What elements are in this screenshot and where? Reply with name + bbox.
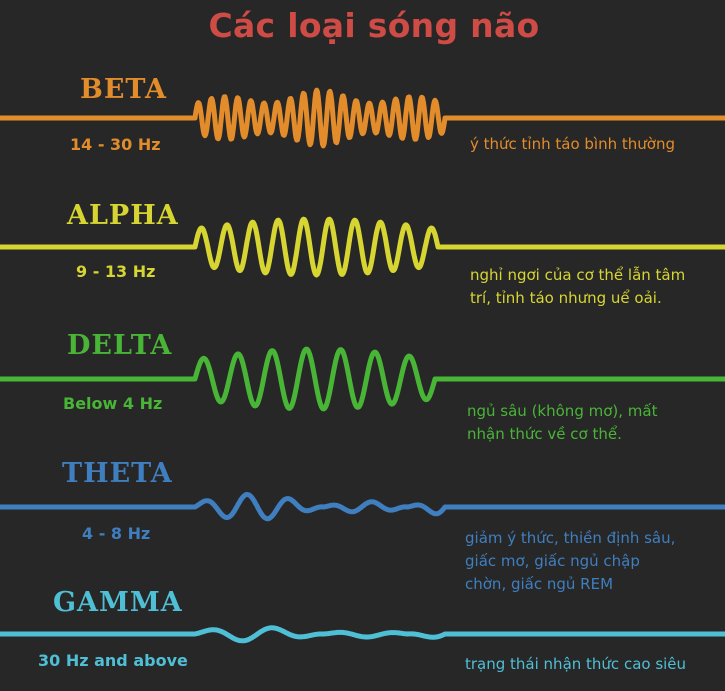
theta-description-line: giấc mơ, giấc ngủ chập bbox=[465, 552, 640, 570]
beta-description: ý thức tỉnh táo bình thường bbox=[470, 133, 675, 156]
gamma-wave bbox=[0, 625, 725, 644]
theta-description-line: giảm ý thức, thiền định sâu, bbox=[465, 529, 676, 547]
theta-wave bbox=[0, 492, 725, 522]
delta-frequency: Below 4 Hz bbox=[63, 394, 163, 413]
alpha-wave bbox=[0, 216, 725, 278]
delta-label: DELTA bbox=[67, 330, 173, 361]
beta-label: BETA bbox=[80, 74, 167, 105]
delta-wave bbox=[0, 346, 725, 412]
beta-frequency: 14 - 30 Hz bbox=[70, 135, 161, 154]
theta-description: giảm ý thức, thiền định sâu, giấc mơ, gi… bbox=[465, 527, 675, 596]
theta-frequency: 4 - 8 Hz bbox=[82, 524, 151, 543]
delta-description-line: nhận thức về cơ thể. bbox=[467, 425, 622, 443]
beta-description-line: ý thức tỉnh táo bình thường bbox=[470, 135, 675, 153]
theta-description-line: chờn, giấc ngủ REM bbox=[465, 575, 614, 593]
alpha-description-line: nghỉ ngơi của cơ thể lẫn tâm bbox=[470, 266, 686, 284]
page-title: Các loại sóng não bbox=[208, 6, 540, 45]
delta-description: ngủ sâu (không mơ), mất nhận thức về cơ … bbox=[467, 400, 657, 446]
delta-description-line: ngủ sâu (không mơ), mất bbox=[467, 402, 658, 420]
gamma-label: GAMMA bbox=[53, 587, 183, 618]
alpha-frequency: 9 - 13 Hz bbox=[76, 262, 156, 281]
gamma-description: trạng thái nhận thức cao siêu bbox=[465, 653, 686, 676]
gamma-frequency: 30 Hz and above bbox=[38, 651, 188, 670]
gamma-description-line: trạng thái nhận thức cao siêu bbox=[465, 655, 687, 673]
alpha-description-line: trí, tỉnh táo nhưng uể oải. bbox=[470, 289, 662, 307]
theta-label: THETA bbox=[62, 458, 173, 489]
beta-wave bbox=[0, 87, 725, 149]
alpha-description: nghỉ ngơi của cơ thể lẫn tâm trí, tỉnh t… bbox=[470, 264, 685, 310]
alpha-label: ALPHA bbox=[67, 200, 179, 231]
